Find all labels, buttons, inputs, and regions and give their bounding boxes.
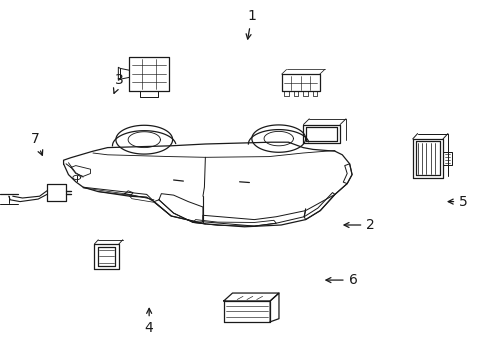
Text: 7: 7: [31, 132, 42, 155]
Text: 3: 3: [113, 73, 123, 93]
Text: 6: 6: [325, 273, 357, 287]
Text: 5: 5: [447, 195, 467, 208]
Text: 4: 4: [144, 309, 153, 335]
Text: 1: 1: [245, 9, 256, 39]
Text: 2: 2: [344, 218, 374, 232]
